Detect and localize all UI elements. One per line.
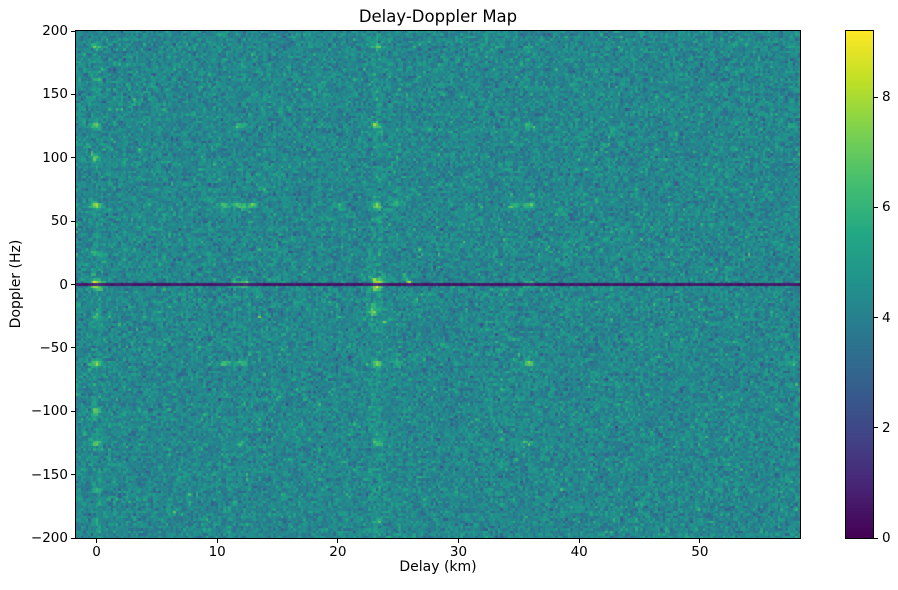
colorbar-tick-label: 0 bbox=[882, 530, 891, 546]
x-tick-mark bbox=[96, 539, 97, 543]
x-tick-label: 10 bbox=[208, 544, 226, 560]
x-tick-label: 40 bbox=[570, 544, 588, 560]
y-tick-label: 50 bbox=[50, 213, 68, 230]
y-tick-label: −150 bbox=[30, 466, 68, 483]
colorbar-tick-mark bbox=[874, 427, 878, 429]
x-tick-label: 20 bbox=[329, 544, 347, 560]
y-tick-mark bbox=[71, 537, 75, 539]
y-tick-mark bbox=[71, 93, 75, 95]
x-tick-label: 0 bbox=[92, 544, 101, 560]
y-tick-mark bbox=[71, 284, 75, 285]
plot-frame bbox=[75, 30, 801, 539]
colorbar-tick-label: 2 bbox=[882, 419, 891, 436]
colorbar-tick-label: 8 bbox=[882, 89, 891, 106]
chart-title: Delay-Doppler Map bbox=[358, 7, 518, 26]
y-tick-label: −50 bbox=[39, 339, 69, 356]
x-tick-mark bbox=[578, 539, 580, 543]
y-tick-mark bbox=[71, 157, 75, 159]
y-tick-label: 0 bbox=[59, 276, 68, 293]
heatmap-canvas bbox=[76, 31, 800, 538]
x-tick-mark bbox=[337, 539, 339, 543]
x-tick-mark bbox=[458, 539, 459, 543]
colorbar-tick-mark bbox=[874, 537, 878, 539]
colorbar-canvas bbox=[846, 31, 873, 538]
colorbar-tick-label: 6 bbox=[882, 199, 891, 216]
x-tick-label: 30 bbox=[449, 544, 468, 560]
y-tick-mark bbox=[71, 30, 75, 32]
colorbar-tick-mark bbox=[874, 317, 878, 319]
x-axis-label: Delay (km) bbox=[399, 559, 477, 575]
y-tick-mark bbox=[71, 410, 75, 412]
y-tick-mark bbox=[71, 474, 75, 476]
y-tick-mark bbox=[71, 220, 75, 222]
colorbar-tick-label: 4 bbox=[882, 309, 891, 326]
y-tick-label: −200 bbox=[30, 530, 68, 546]
y-tick-mark bbox=[71, 347, 75, 349]
y-tick-label: −100 bbox=[30, 403, 68, 420]
y-tick-label: 200 bbox=[42, 23, 68, 39]
colorbar-tick-mark bbox=[874, 206, 878, 208]
y-tick-label: 100 bbox=[42, 149, 68, 166]
x-tick-mark bbox=[216, 539, 218, 543]
x-tick-mark bbox=[699, 539, 701, 543]
colorbar bbox=[845, 30, 874, 539]
colorbar-tick-mark bbox=[874, 96, 878, 98]
y-tick-label: 150 bbox=[42, 86, 68, 103]
x-tick-label: 50 bbox=[691, 544, 709, 560]
